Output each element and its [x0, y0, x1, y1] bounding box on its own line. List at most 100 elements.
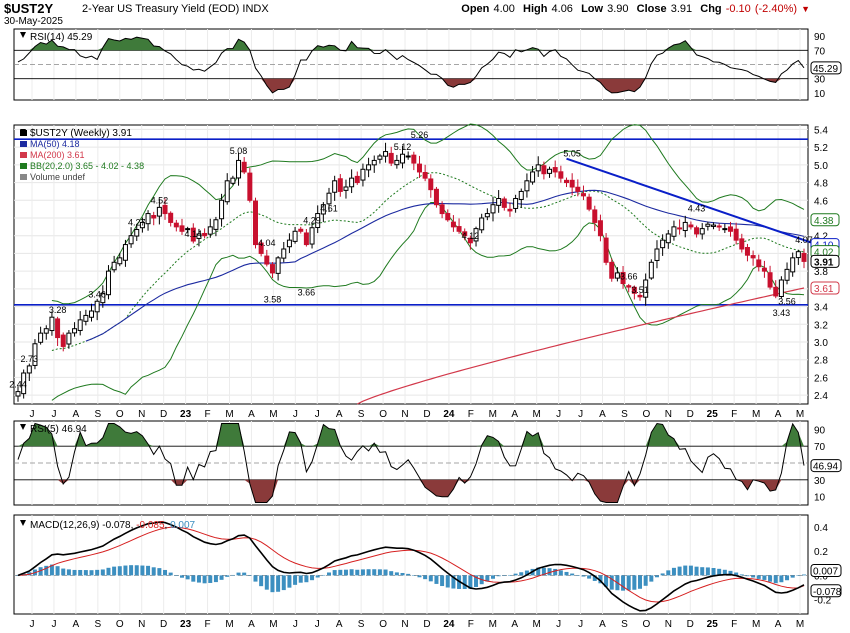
- price-tick-label: 4.6: [814, 196, 828, 207]
- candle-body: [507, 208, 513, 212]
- macd-histogram-bar: [519, 572, 524, 576]
- candle-body: [761, 267, 767, 272]
- candle-body: [490, 204, 496, 214]
- candle-body: [26, 365, 32, 374]
- macd-histogram-bar: [366, 569, 371, 576]
- legend-swatch: [20, 141, 27, 147]
- candle-body: [433, 188, 439, 206]
- rsi-tick-label: 30: [814, 476, 826, 487]
- candle-body: [716, 225, 722, 228]
- macd-histogram-bar: [208, 575, 213, 583]
- macd-histogram-bar: [621, 575, 626, 591]
- high-label: High: [523, 3, 548, 15]
- macd-histogram-bar: [315, 575, 320, 578]
- legend-swatch: [20, 174, 27, 180]
- candle-body: [224, 180, 230, 203]
- macd-histogram-bar: [423, 575, 428, 580]
- candle-body: [552, 167, 558, 173]
- candle-body: [671, 226, 677, 237]
- x-axis-label-top: A: [336, 409, 343, 420]
- candle-body: [230, 177, 236, 184]
- macd-histogram-bar: [140, 565, 145, 576]
- x-axis-label-top: A: [775, 409, 782, 420]
- macd-histogram-bar: [389, 571, 394, 576]
- candle-body: [60, 334, 66, 347]
- candle-body: [648, 261, 654, 279]
- candle-body: [94, 300, 100, 313]
- macd-histogram-bar: [558, 570, 563, 576]
- candle-body: [168, 212, 174, 223]
- macd-histogram-bar: [739, 574, 744, 576]
- macd-histogram-bar: [671, 567, 676, 576]
- macd-histogram-bar: [575, 575, 580, 576]
- macd-histogram-bar: [626, 575, 631, 591]
- macd-histogram-bar: [779, 575, 784, 583]
- candle-body: [631, 286, 637, 294]
- price-annotation: 4.04: [258, 238, 276, 248]
- price-annotation: 4.14: [185, 229, 203, 239]
- macd-histogram-bar: [327, 572, 332, 576]
- macd-histogram-bar: [16, 575, 20, 576]
- macd-histogram-bar: [287, 575, 292, 588]
- macd-histogram-bar: [377, 569, 382, 576]
- x-axis-label-top: M: [225, 409, 233, 420]
- macd-histogram-bar: [513, 573, 518, 576]
- macd-histogram-bar: [643, 575, 648, 586]
- candle-body: [535, 164, 541, 172]
- candle-body: [445, 213, 451, 221]
- candle-body: [377, 155, 383, 160]
- macd-histogram-bar: [553, 568, 558, 576]
- candle-body: [756, 259, 762, 268]
- candle-body: [705, 223, 711, 227]
- macd-histogram-bar: [146, 565, 151, 576]
- macd-histogram-bar: [66, 569, 71, 576]
- candle-body: [682, 221, 688, 232]
- macd-histogram-bar: [666, 570, 671, 576]
- candle-body: [801, 252, 807, 262]
- macd-histogram-bar: [638, 575, 643, 589]
- macd-histogram-bar: [536, 567, 541, 576]
- candle-body: [207, 226, 213, 235]
- price-annotation: 3.28: [49, 305, 67, 315]
- change-label: Chg: [700, 3, 722, 15]
- x-axis-label-bottom: M: [752, 619, 760, 630]
- macd-histogram-bar: [717, 568, 722, 576]
- candle-body: [77, 319, 83, 331]
- candle-body: [185, 228, 191, 231]
- candle-body: [744, 247, 750, 256]
- panel-toggle-icon: [20, 32, 26, 38]
- candle-body: [711, 224, 717, 227]
- candle-body: [388, 152, 394, 164]
- macd-histogram-bar: [660, 573, 665, 576]
- candle-body: [264, 255, 270, 265]
- candle-body: [665, 233, 671, 244]
- macd-histogram-bar: [581, 575, 586, 577]
- macd-tick-label: 0.2: [814, 547, 828, 558]
- x-axis-label-bottom: J: [578, 619, 583, 630]
- price-tick-label: 5.2: [814, 143, 828, 154]
- macd-histogram-bar: [179, 575, 184, 578]
- macd-histogram-bar: [106, 567, 111, 576]
- price-annotation: 4.27: [128, 218, 146, 228]
- price-annotation: 3.46: [88, 289, 106, 299]
- candle-body: [383, 151, 389, 157]
- macd-histogram-bar: [247, 575, 252, 576]
- x-axis-label-top: D: [160, 409, 167, 420]
- macd-histogram-bar: [310, 575, 315, 581]
- candle-body: [49, 316, 55, 332]
- macd-line: [17, 521, 805, 612]
- macd-histogram-bar: [632, 575, 637, 590]
- candle-body: [428, 178, 434, 191]
- price-annotation: 2.44: [9, 380, 27, 390]
- exchange-text: INDX: [242, 3, 269, 15]
- candle-body: [660, 239, 666, 249]
- chart-description: 2-Year US Treasury Yield (EOD) INDX: [82, 3, 269, 15]
- macd-histogram-bar: [570, 573, 575, 576]
- macd-value-label: -0.078: [813, 587, 842, 598]
- candle-body: [569, 179, 575, 188]
- x-axis-label-bottom: A: [73, 619, 80, 630]
- price-annotation: 5.12: [394, 142, 412, 152]
- open-label: Open: [461, 3, 490, 15]
- x-axis-label-top: J: [315, 409, 320, 420]
- candle-body: [320, 204, 326, 215]
